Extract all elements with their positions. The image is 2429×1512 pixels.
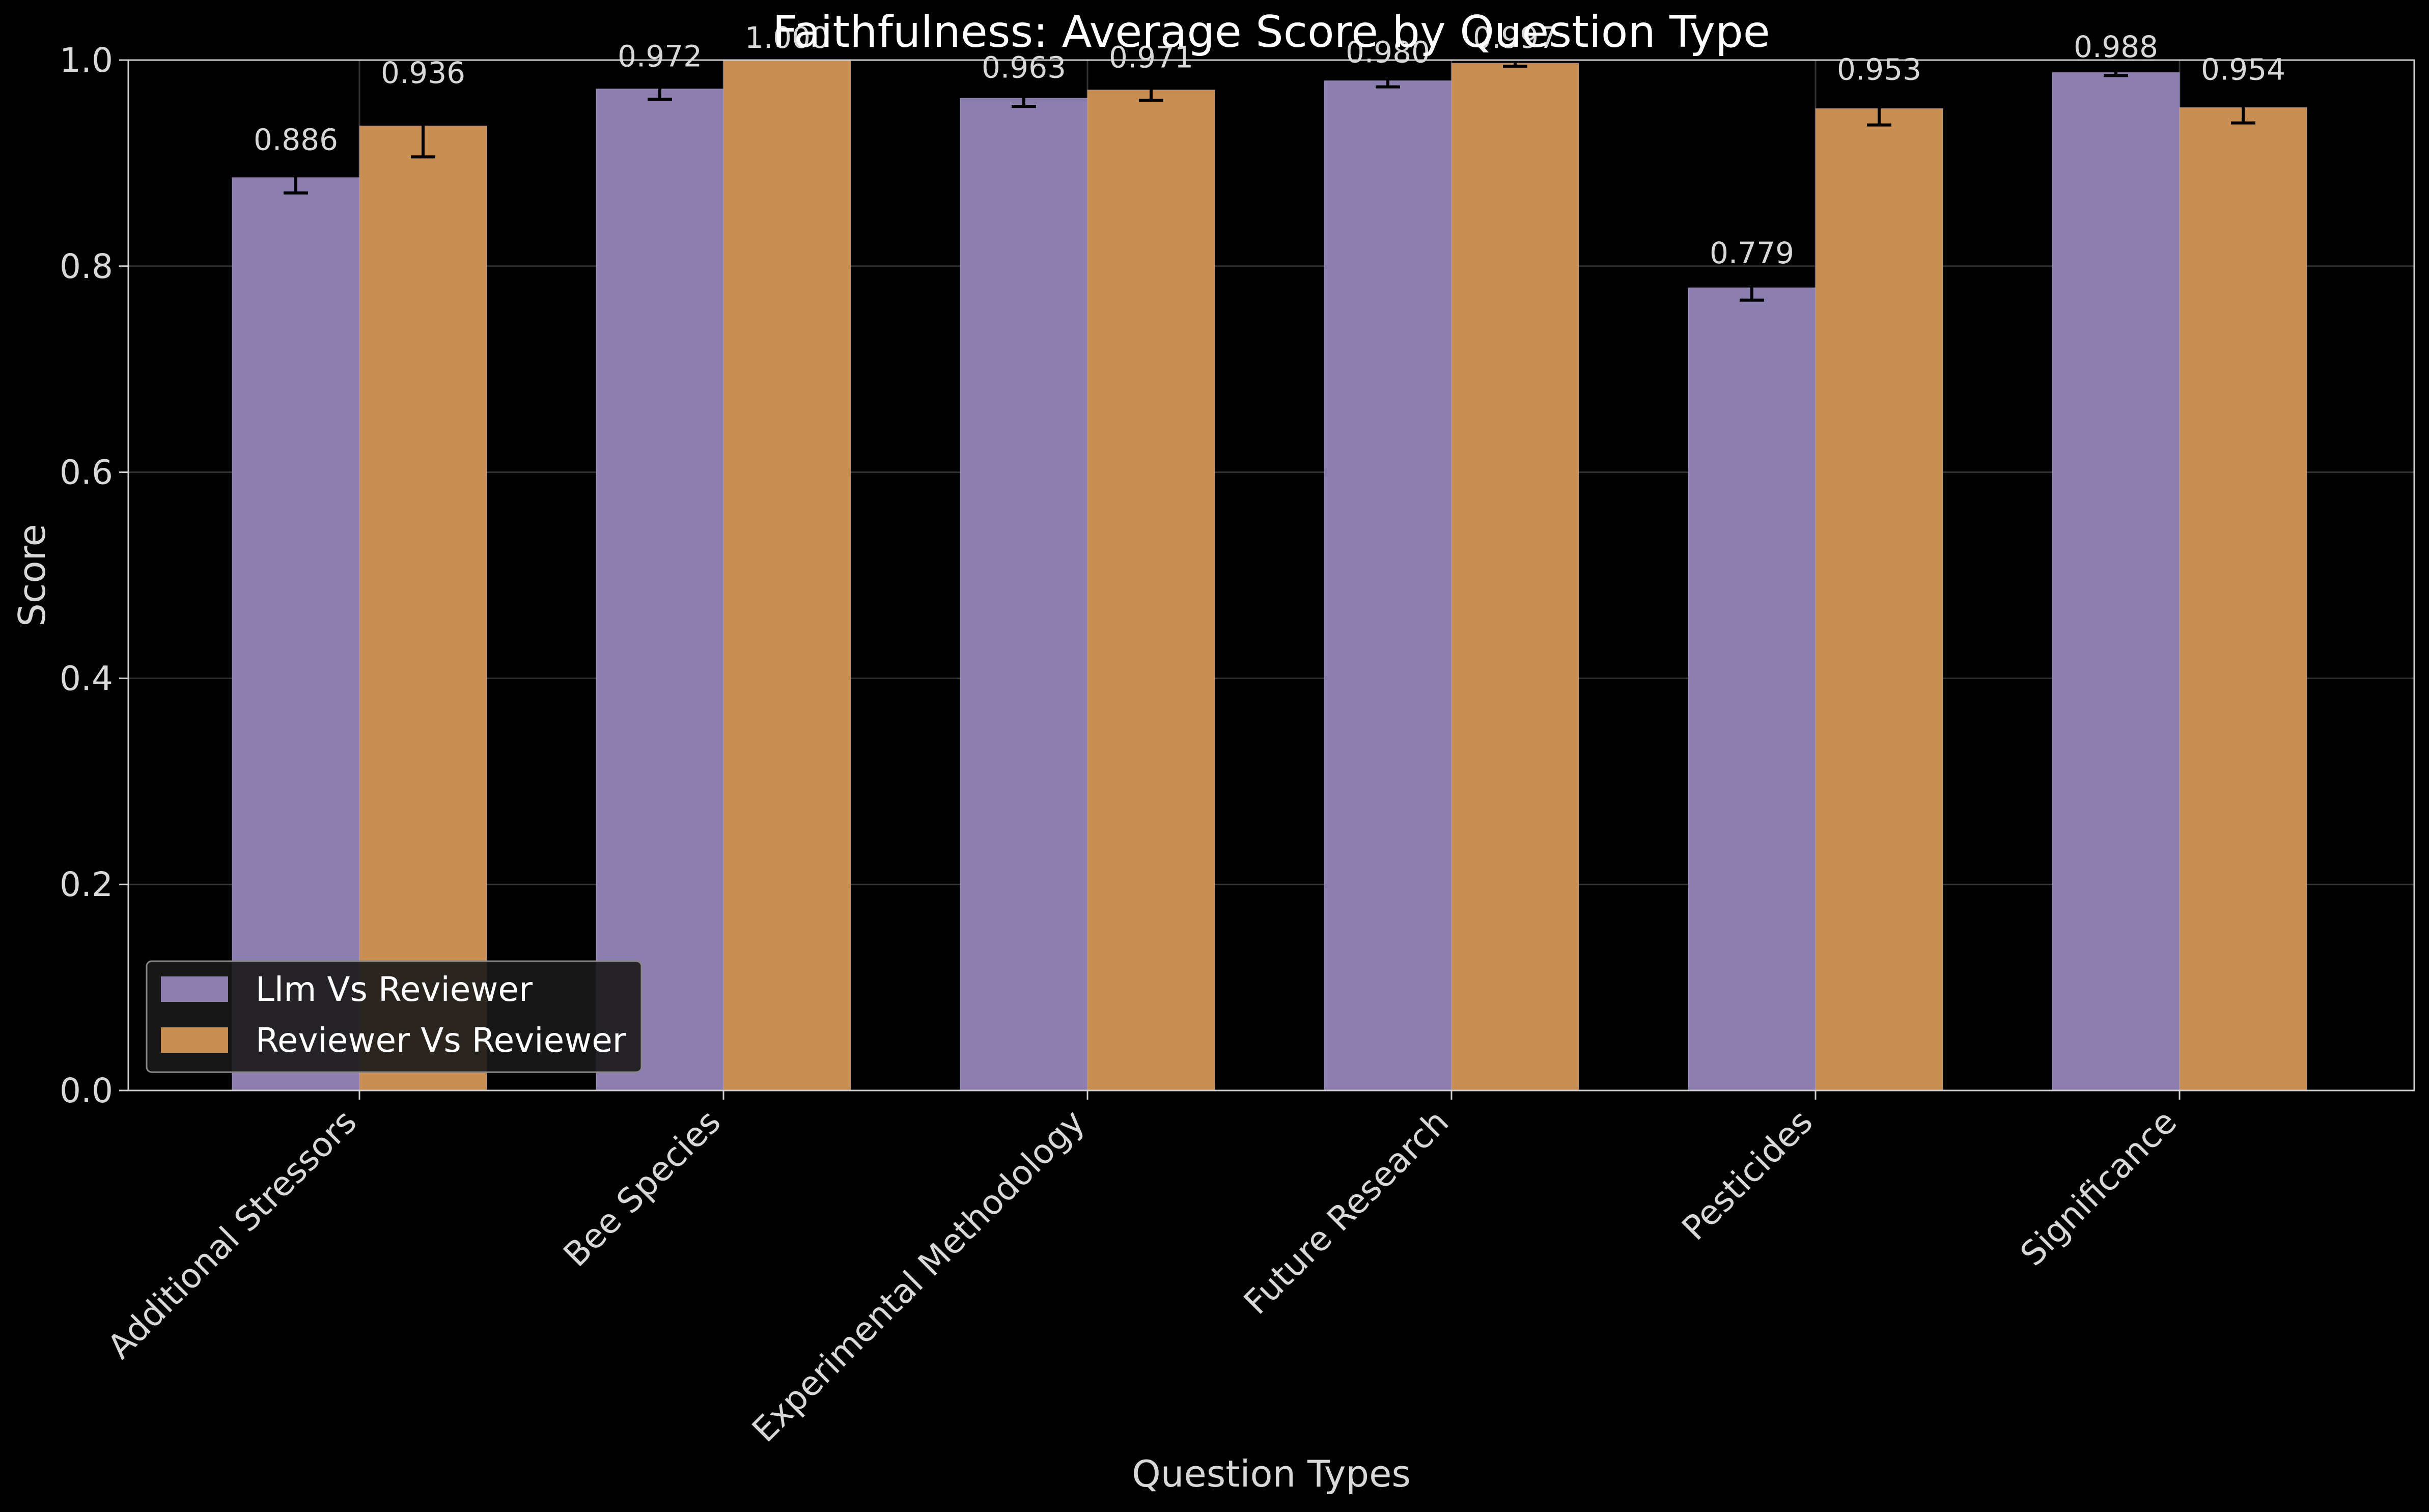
x-tick-label-future-research: Future Research xyxy=(1236,1102,1456,1322)
bar-reviewer-vs-reviewer-pesticides xyxy=(1815,108,1943,1091)
y-axis-ticks: 0.0 0.2 0.4 0.6 0.8 1.0 xyxy=(60,41,128,1110)
legend: Llm Vs Reviewer Reviewer Vs Reviewer xyxy=(146,960,643,1073)
y-tick-label: 0.0 xyxy=(60,1071,113,1110)
y-tick-label: 0.2 xyxy=(60,865,113,904)
error-bars xyxy=(284,59,2255,302)
bar-reviewer-vs-reviewer-future-research xyxy=(1451,63,1579,1091)
x-axis-ticks: Additional Stressors Bee Species Experimen… xyxy=(100,1090,2184,1450)
bar-llm-vs-reviewer-future-research xyxy=(1324,80,1452,1091)
chart-title: Faithfulness: Average Score by Question … xyxy=(772,7,1770,58)
bar-llm-vs-reviewer-experimental-methodology xyxy=(960,97,1088,1091)
x-tick-label-additional-stressors: Additional Stressors xyxy=(100,1102,364,1366)
data-label-llm-vs-reviewer-bee-species: 0.972 xyxy=(618,39,702,73)
x-tick-label-pesticides: Pesticides xyxy=(1674,1102,1820,1248)
data-label-reviewer-vs-reviewer-experimental-methodology: 0.971 xyxy=(1109,40,1193,74)
plot-frame xyxy=(127,59,2415,1091)
bar-llm-vs-reviewer-bee-species xyxy=(596,88,724,1091)
bar-reviewer-vs-reviewer-bee-species xyxy=(723,60,851,1091)
bars xyxy=(232,60,2307,1091)
legend-label-llm-vs-reviewer: Llm Vs Reviewer xyxy=(256,970,533,1009)
legend-box xyxy=(146,960,643,1073)
legend-label-reviewer-vs-reviewer: Reviewer Vs Reviewer xyxy=(256,1021,627,1060)
legend-swatch-reviewer-vs-reviewer xyxy=(161,1027,228,1053)
bar-llm-vs-reviewer-pesticides xyxy=(1688,287,1816,1091)
data-label-llm-vs-reviewer-experimental-methodology: 0.963 xyxy=(982,50,1066,85)
y-axis-label: Score xyxy=(11,524,53,627)
y-tick-label: 0.4 xyxy=(60,659,113,698)
y-tick-label: 0.8 xyxy=(60,247,113,286)
bar-reviewer-vs-reviewer-significance xyxy=(2179,107,2307,1091)
x-tick-label-bee-species: Bee Species xyxy=(556,1102,728,1274)
bar-reviewer-vs-reviewer-experimental-methodology xyxy=(1087,89,1215,1091)
data-label-llm-vs-reviewer-significance: 0.988 xyxy=(2074,30,2158,64)
data-label-reviewer-vs-reviewer-future-research: 0.997 xyxy=(1473,20,1557,55)
bar-llm-vs-reviewer-additional-stressors xyxy=(232,177,360,1091)
data-label-llm-vs-reviewer-additional-stressors: 0.886 xyxy=(254,122,338,157)
data-label-reviewer-vs-reviewer-significance: 0.954 xyxy=(2201,52,2285,87)
data-label-reviewer-vs-reviewer-additional-stressors: 0.936 xyxy=(381,55,465,90)
data-label-reviewer-vs-reviewer-bee-species: 1.000 xyxy=(745,20,829,55)
x-tick-label-experimental-methodology: Experimental Methodology xyxy=(744,1102,1092,1450)
legend-swatch-llm-vs-reviewer xyxy=(161,976,228,1002)
data-label-llm-vs-reviewer-future-research: 0.980 xyxy=(1346,35,1430,69)
data-labels: 0.886 0.972 0.963 0.980 0.779 0.988 0.936 1.000… xyxy=(254,20,2285,270)
bar-llm-vs-reviewer-significance xyxy=(2052,72,2180,1091)
y-tick-label: 0.6 xyxy=(60,453,113,492)
data-label-reviewer-vs-reviewer-pesticides: 0.953 xyxy=(1837,52,1921,87)
data-label-llm-vs-reviewer-pesticides: 0.779 xyxy=(1710,236,1794,270)
x-axis-label: Question Types xyxy=(1132,1452,1411,1495)
y-tick-label: 1.0 xyxy=(60,41,113,80)
x-tick-label-significance: Significance xyxy=(2013,1102,2184,1274)
bar-reviewer-vs-reviewer-additional-stressors xyxy=(359,125,487,1091)
